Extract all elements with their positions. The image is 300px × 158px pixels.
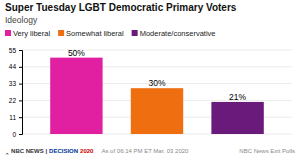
y-axis: 0 11 22 33 44 55 <box>9 47 23 138</box>
y-tick-label: 11 <box>9 114 16 121</box>
y-tick-mark <box>19 84 22 85</box>
legend-label: Very liberal <box>13 29 50 38</box>
bars <box>50 58 264 134</box>
legend-label: Moderate/conservative <box>140 29 216 38</box>
bar <box>50 58 102 134</box>
y-axis-domain <box>19 51 23 135</box>
chart-svg: Super Tuesday LGBT Democratic Primary Vo… <box>0 0 300 158</box>
data-label: 30% <box>148 78 165 88</box>
y-tick-mark <box>19 50 22 51</box>
data-label: 50% <box>68 48 85 58</box>
subtitle: Ideology <box>5 15 38 25</box>
y-tick: 22 <box>9 97 22 104</box>
annotation: As of 06:14 PM ET Mar. 03 2020 <box>101 148 189 154</box>
y-tick: 44 <box>9 63 22 70</box>
legend-swatch <box>132 30 138 36</box>
annotation: NBC News Exit Polls <box>239 148 295 154</box>
legend-swatch <box>58 30 64 36</box>
legend-item: Very liberal <box>5 29 50 38</box>
y-tick: 55 <box>9 47 22 54</box>
footer: ‸ NBC NEWS |DECISION2020 As of 06:14 PM E… <box>5 148 295 155</box>
data-labels: 50% 30% 21% <box>68 48 247 102</box>
legend-label: Somewhat liberal <box>66 29 124 38</box>
grid <box>22 50 292 134</box>
y-tick-label: 0 <box>12 131 16 138</box>
y-tick: 0 <box>12 131 22 138</box>
y-tick-mark <box>19 100 22 101</box>
legend-item: Somewhat liberal <box>58 29 124 38</box>
y-tick-mark <box>19 117 22 118</box>
legend: Very liberal Somewhat liberal Moderate/con… <box>5 29 216 38</box>
y-tick-mark <box>19 134 22 135</box>
data-label: 21% <box>229 92 246 102</box>
plot: 0 11 22 33 44 55 50% 30% 21% <box>9 47 292 138</box>
y-tick-label: 22 <box>9 97 17 104</box>
grid-line <box>22 50 292 51</box>
annotation: DECISION <box>49 148 78 154</box>
y-tick-mark <box>19 67 22 68</box>
y-tick: 11 <box>9 114 22 121</box>
bar <box>131 88 183 134</box>
legend-swatch <box>5 30 11 36</box>
bar <box>211 102 263 134</box>
y-tick-label: 55 <box>9 47 17 54</box>
legend-item: Moderate/conservative <box>132 29 216 38</box>
y-tick-label: 33 <box>9 80 17 87</box>
y-tick-label: 44 <box>9 63 17 70</box>
y-tick: 33 <box>9 80 22 87</box>
annotation: 2020 <box>80 148 94 154</box>
title: Super Tuesday LGBT Democratic Primary Vo… <box>5 2 237 13</box>
annotation: ‸ NBC NEWS | <box>5 148 47 155</box>
